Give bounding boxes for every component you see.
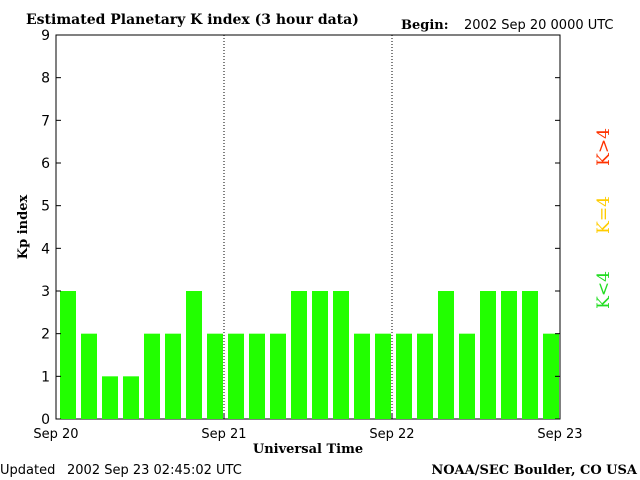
bar-21 <box>480 291 496 419</box>
begin-label: Begin: <box>401 18 449 33</box>
bar-4 <box>123 376 139 419</box>
begin-value: 2002 Sep 20 0000 UTC <box>464 18 614 33</box>
bar-1 <box>60 291 76 419</box>
y-tick-label-3: 3 <box>41 284 50 300</box>
x-tick-label-3: Sep 22 <box>369 427 414 442</box>
bar-10 <box>249 333 265 419</box>
y-tick-label-8: 8 <box>41 71 50 87</box>
x-axis-label: Universal Time <box>253 442 363 457</box>
bar-11 <box>270 333 286 419</box>
y-tick-label-4: 4 <box>41 241 50 257</box>
y-tick-label-9: 9 <box>41 28 50 44</box>
bar-14 <box>333 291 349 419</box>
bar-8 <box>207 333 223 419</box>
y-tick-label-1: 1 <box>41 369 50 385</box>
y-tick-label-7: 7 <box>41 113 50 129</box>
x-axis-ticks: Sep 20 Sep 21 Sep 22 Sep 23 <box>33 413 583 442</box>
bar-2 <box>81 333 97 419</box>
legend-item-2: K=4 <box>594 196 614 234</box>
bar-24 <box>543 333 559 419</box>
x-tick-label-4: Sep 23 <box>537 427 582 442</box>
bar-15 <box>354 333 370 419</box>
bar-19 <box>438 291 454 419</box>
y-axis-ticks: 0 1 2 3 4 5 6 7 8 9 <box>41 28 560 428</box>
x-tick-label-1: Sep 20 <box>33 427 78 442</box>
bar-22 <box>501 291 517 419</box>
day-dividers <box>223 35 393 419</box>
bar-16 <box>375 333 391 419</box>
bar-3 <box>102 376 118 419</box>
bar-17 <box>396 333 412 419</box>
bar-6 <box>165 333 181 419</box>
y-tick-label-2: 2 <box>41 327 50 343</box>
chart-title: Estimated Planetary K index (3 hour data… <box>26 12 359 28</box>
y-axis-label: Kp index <box>16 195 31 260</box>
bar-13 <box>312 291 328 419</box>
bar-20 <box>459 333 475 419</box>
plot-frame <box>55 34 561 420</box>
legend-item-1: K<4 <box>594 271 614 309</box>
credit-text: NOAA/SEC Boulder, CO USA <box>431 463 638 478</box>
bar-7 <box>186 291 202 419</box>
y-tick-label-0: 0 <box>41 412 50 428</box>
legend: K<4 K=4 K>4 <box>594 128 614 309</box>
bar-12 <box>291 291 307 419</box>
x-tick-label-2: Sep 21 <box>201 427 246 442</box>
updated-value: 2002 Sep 23 02:45:02 UTC <box>67 463 242 478</box>
updated-label: Updated <box>0 463 55 478</box>
y-tick-label-5: 5 <box>41 199 50 215</box>
bars-group <box>60 291 559 419</box>
bar-23 <box>522 291 538 419</box>
bar-9 <box>228 333 244 419</box>
bar-5 <box>144 333 160 419</box>
bar-18 <box>417 333 433 419</box>
y-tick-label-6: 6 <box>41 156 50 172</box>
legend-item-3: K>4 <box>594 128 614 166</box>
